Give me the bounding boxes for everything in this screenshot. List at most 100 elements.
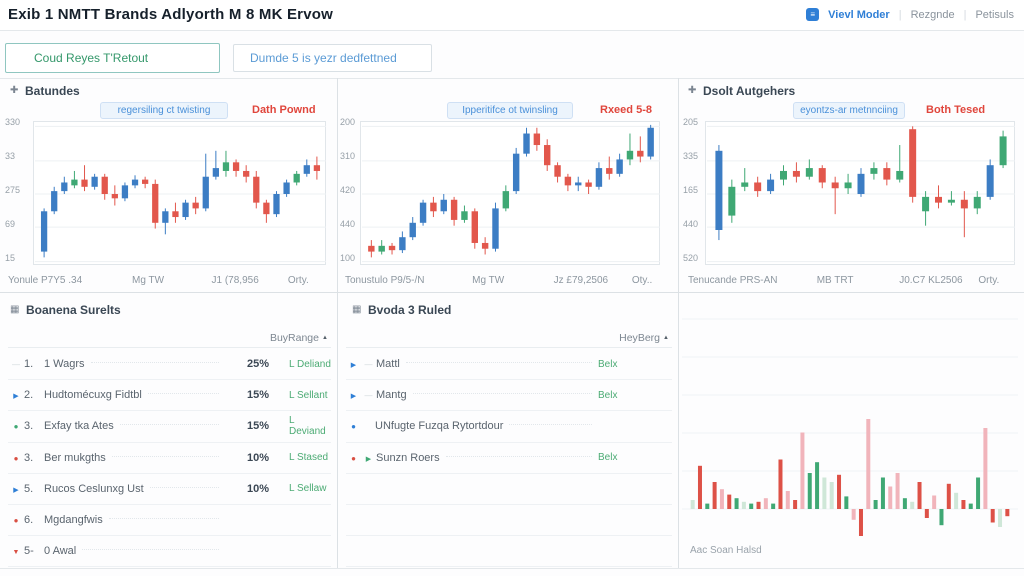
y-axis-label: 335 bbox=[683, 151, 699, 161]
sort-icon[interactable]: ▲ bbox=[663, 334, 669, 341]
volume-bar bbox=[712, 482, 717, 509]
dash-icon: — bbox=[364, 360, 373, 370]
dotted-leader bbox=[412, 393, 592, 395]
candle-body bbox=[626, 150, 634, 160]
triangle-icon: ▶ bbox=[350, 393, 357, 401]
volume-bar bbox=[734, 498, 739, 509]
y-axis-label: 275 bbox=[5, 185, 21, 195]
volume-bar bbox=[990, 509, 995, 523]
table-row[interactable]: ● 3. Ber mukgths 10% L Stased bbox=[8, 443, 331, 474]
candle-body bbox=[481, 242, 489, 249]
candle-body bbox=[616, 159, 623, 174]
row-label: Mantg bbox=[376, 389, 407, 402]
x-axis-label: Oty.. bbox=[631, 275, 653, 286]
y-axis-label: 69 bbox=[5, 219, 16, 229]
volume-bar bbox=[705, 503, 710, 509]
candle-body bbox=[523, 133, 530, 154]
candle-body bbox=[728, 186, 736, 216]
filter-dropdown-input[interactable] bbox=[233, 44, 432, 72]
candle-body bbox=[212, 168, 219, 177]
volume-bar bbox=[880, 477, 885, 509]
timeframe-pill[interactable]: Ipperitifce ot twinsling bbox=[447, 102, 573, 119]
volume-bar bbox=[697, 465, 702, 509]
y-axis-label: 205 bbox=[683, 117, 699, 127]
triangle-icon: ▶ bbox=[365, 455, 372, 463]
row-number: 2. bbox=[24, 389, 34, 402]
table-row[interactable]: ▶ — Mattl Belx bbox=[346, 349, 672, 381]
table-row[interactable]: ● ▶ Sunzn Roers Belx bbox=[346, 443, 672, 474]
candle-body bbox=[554, 165, 561, 177]
volume-bar bbox=[807, 473, 812, 509]
row-label: Sunzn Roers bbox=[376, 451, 440, 464]
x-axis-label: J0.C7 KL2506 bbox=[899, 275, 963, 286]
candle-body bbox=[121, 185, 129, 199]
header-link-3[interactable]: Petisuls bbox=[975, 8, 1014, 21]
link-divider: | bbox=[898, 8, 902, 21]
table-row[interactable]: ● 6. Mgdangfwis bbox=[8, 505, 331, 537]
candle-body bbox=[243, 170, 250, 177]
chart-canvas bbox=[707, 125, 1015, 263]
x-axis-label: Mg TW bbox=[472, 275, 505, 286]
divider bbox=[0, 568, 1024, 569]
candle-body bbox=[471, 211, 478, 243]
table-row[interactable]: ● 3. Exfay tka Ates 15% L Deviand bbox=[8, 411, 331, 443]
table-header: Buy Range ▲ bbox=[8, 328, 331, 348]
header-links: ≡ Vievl Moder | Rezgnde | Petisuls bbox=[806, 8, 1014, 21]
row-label: UNfugte Fuzqa Rytortdour bbox=[375, 420, 504, 433]
triangle-icon: ▶ bbox=[350, 362, 357, 370]
table-row bbox=[346, 474, 672, 505]
volume-bar bbox=[902, 498, 907, 509]
candle-body bbox=[81, 179, 88, 187]
y-axis-label: 440 bbox=[683, 219, 699, 229]
header-link-2[interactable]: Rezgnde bbox=[910, 8, 955, 21]
column-header-buy[interactable]: Buy bbox=[269, 331, 289, 344]
row-label: Exfay tka Ates bbox=[44, 420, 114, 433]
candle-body bbox=[450, 199, 458, 220]
y-axis-label: 100 bbox=[340, 253, 356, 263]
volume-bar bbox=[815, 462, 820, 509]
candle-body bbox=[606, 168, 613, 174]
dotted-leader bbox=[405, 362, 592, 364]
table-row[interactable]: ▶ 5. Rucos Ceslunxg Ust 10% L Sellaw bbox=[8, 474, 331, 505]
timeframe-pill[interactable]: eyontzs-ar metnnciing bbox=[793, 102, 905, 119]
candle-body bbox=[512, 153, 520, 192]
range-value: L Sellant bbox=[289, 389, 328, 401]
x-axis-label: J1 (78,956 bbox=[211, 275, 259, 286]
sort-icon[interactable]: ▲ bbox=[322, 334, 328, 341]
y-axis-label: 440 bbox=[340, 219, 356, 229]
table-row[interactable]: ▼ 5- 0 Awal bbox=[8, 536, 331, 568]
table-row[interactable]: ▶ 2. Hudtomécuxg Fidtbl 15% L Sellant bbox=[8, 380, 331, 412]
table-row[interactable]: ● UNfugte Fuzqa Rytortdour bbox=[346, 411, 672, 443]
column-header-range[interactable]: Range bbox=[288, 331, 319, 344]
table-row[interactable]: ▶ — Mantg Belx bbox=[346, 380, 672, 412]
table-row bbox=[346, 536, 672, 568]
bar-chart-footer: Aac Soan Halsd bbox=[690, 545, 762, 556]
view-mode-icon[interactable]: ≡ bbox=[806, 8, 820, 21]
column-header-hey[interactable]: Hey bbox=[619, 331, 638, 344]
candle-body bbox=[935, 196, 942, 203]
table-row bbox=[346, 505, 672, 537]
candle-body bbox=[585, 182, 592, 187]
row-number: 5- bbox=[24, 545, 34, 558]
dot-icon: ● bbox=[13, 422, 19, 432]
volume-bar bbox=[888, 486, 893, 509]
trend-label: Dath Pownd bbox=[252, 104, 316, 116]
candle-body bbox=[999, 136, 1007, 166]
trend-label: Rxeed 5-8 bbox=[600, 104, 652, 116]
chart-canvas bbox=[682, 318, 1018, 536]
row-label: Ber mukgths bbox=[44, 451, 106, 464]
row-number: 1. bbox=[24, 358, 34, 371]
volume-bar bbox=[858, 509, 863, 536]
volume-bar bbox=[873, 500, 878, 509]
candle-body bbox=[960, 199, 968, 209]
volume-bar bbox=[932, 495, 937, 509]
candle-body bbox=[399, 237, 406, 251]
table-row[interactable]: — 1. 1 Wagrs 25% L Deliand bbox=[8, 349, 331, 381]
column-header-berg[interactable]: Berg bbox=[637, 331, 660, 344]
search-input[interactable] bbox=[5, 43, 220, 73]
buy-value: Belx bbox=[598, 358, 618, 370]
view-mode-link[interactable]: Vievl Moder bbox=[828, 8, 890, 21]
row-label: 0 Awal bbox=[44, 545, 77, 558]
row-label: 1 Wagrs bbox=[44, 358, 85, 371]
timeframe-pill[interactable]: regersiling ct twisting bbox=[100, 102, 228, 119]
